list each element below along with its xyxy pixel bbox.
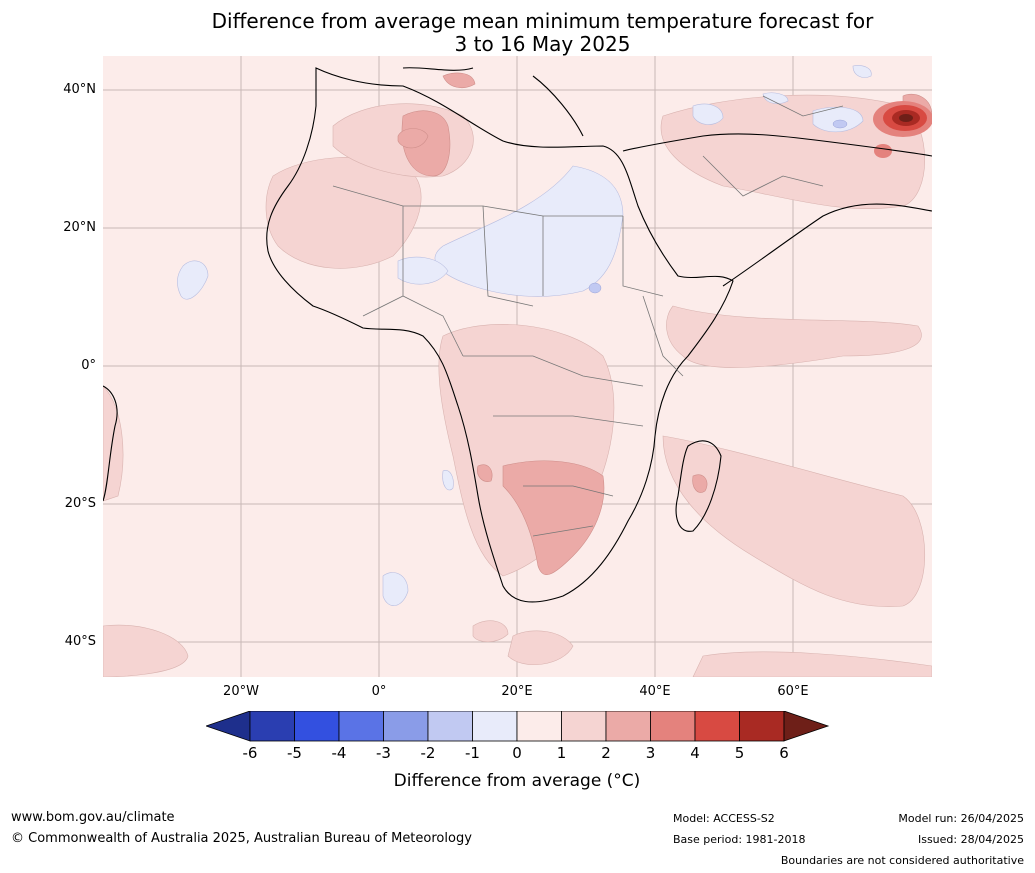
lon-label-0: 0° [371, 684, 387, 699]
colorbar-tick-label: -1 [465, 744, 480, 762]
colorbar-tick-label: 0 [512, 744, 522, 762]
colorbar-segment [294, 711, 340, 742]
base-period-text: Base period: 1981-2018 [673, 833, 806, 846]
colorbar-segment [739, 711, 785, 742]
boundaries-note: Boundaries are not considered authoritat… [780, 854, 1024, 867]
colorbar-segment [694, 711, 740, 742]
colorbar-segment [383, 711, 429, 742]
title-line-2: 3 to 16 May 2025 [454, 32, 631, 56]
model-run-text: Model run: 26/04/2025 [898, 812, 1024, 825]
colorbar-extend-high [783, 711, 830, 742]
colorbar-segment [249, 711, 295, 742]
colorbar-segment [516, 711, 562, 742]
lat-label-20s: 20°S [64, 496, 96, 511]
colorbar-extend-low [206, 711, 251, 742]
colorbar-tick-label: 2 [601, 744, 611, 762]
coastlines [103, 67, 932, 603]
anomaly-minus-2-to-minus-1 [588, 119, 848, 294]
colorbar-tick-label: 1 [556, 744, 567, 762]
lat-label-40s: 40°S [64, 634, 96, 649]
lat-label-0: 0° [81, 358, 96, 373]
colorbar-segment [427, 711, 473, 742]
colorbar-segment [605, 711, 651, 742]
issued-text: Issued: 28/04/2025 [917, 833, 1024, 846]
colorbar-segment [338, 711, 384, 742]
title-line-1: Difference from average mean minimum tem… [211, 9, 874, 33]
lon-label-20w: 20°W [223, 684, 259, 699]
colorbar-segment [650, 711, 696, 742]
colorbar-tick-label: -4 [331, 744, 347, 762]
country-borders [332, 95, 844, 537]
colorbar-segment [472, 711, 518, 742]
lon-label-20e: 20°E [501, 684, 533, 699]
colorbar-tick-label: 4 [690, 744, 700, 762]
anomaly-minus-1-to-0 [177, 65, 872, 606]
colorbar-tick-label: 5 [734, 744, 745, 762]
lon-label-40e: 40°E [639, 684, 671, 699]
lat-label-20n: 20°N [63, 220, 96, 235]
lat-label-40n: 40°N [63, 82, 96, 97]
colorbar-segment [561, 711, 607, 742]
lon-label-60e: 60°E [777, 684, 809, 699]
website-link[interactable]: www.bom.gov.au/climate [11, 810, 175, 825]
anomaly-hotspot [873, 101, 932, 158]
map-panel [103, 56, 932, 677]
colorbar-tick-label: 6 [779, 744, 789, 762]
colorbar-tick-label: -5 [287, 744, 302, 762]
anomaly-map [103, 56, 932, 677]
colorbar-label: Difference from average (°C) [393, 771, 641, 791]
copyright-text: © Commonwealth of Australia 2025, Austra… [11, 831, 472, 846]
map-title: Difference from average mean minimum tem… [0, 10, 1035, 56]
colorbar-tick-label: -2 [420, 744, 436, 762]
colorbar [206, 711, 830, 742]
model-text: Model: ACCESS-S2 [673, 812, 775, 825]
colorbar-tick-label: 3 [645, 744, 656, 762]
colorbar-tick-label: -6 [242, 744, 258, 762]
colorbar-tick-label: -3 [376, 744, 391, 762]
